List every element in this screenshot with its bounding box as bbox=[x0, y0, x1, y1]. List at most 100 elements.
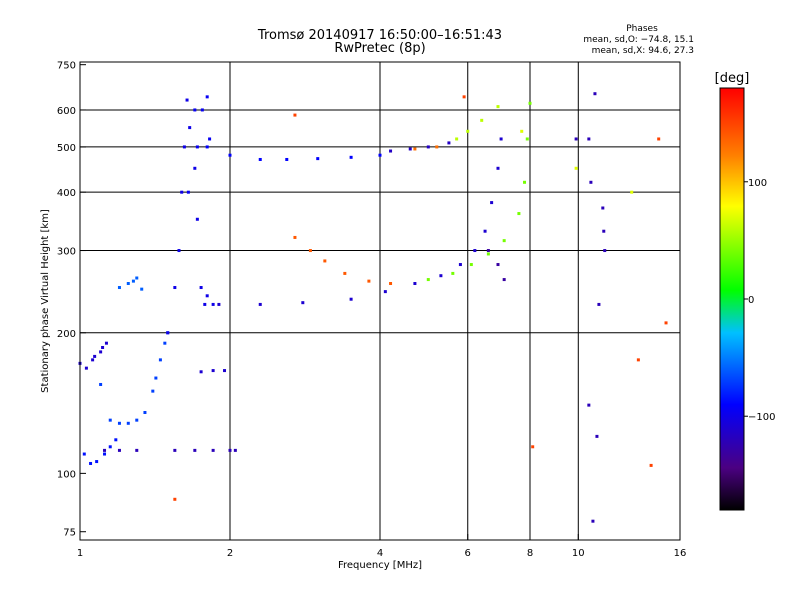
data-point bbox=[114, 438, 118, 442]
data-point bbox=[126, 282, 130, 286]
y-axis-label: Stationary phase Virtual Height [km] bbox=[40, 209, 51, 393]
data-point bbox=[525, 137, 529, 141]
data-point bbox=[587, 137, 591, 141]
data-point bbox=[205, 95, 209, 99]
data-point bbox=[389, 282, 393, 286]
data-point bbox=[517, 212, 521, 216]
data-point bbox=[426, 145, 430, 149]
data-point bbox=[103, 452, 107, 456]
data-point bbox=[502, 278, 506, 282]
data-point bbox=[258, 157, 262, 161]
data-points bbox=[78, 92, 668, 523]
data-point bbox=[413, 282, 417, 286]
x-tick-label: 6 bbox=[465, 548, 471, 559]
data-point bbox=[520, 129, 524, 133]
data-point bbox=[223, 369, 227, 373]
chart-title: Tromsø 20140917 16:50:00–16:51:43 bbox=[257, 28, 502, 43]
data-point bbox=[103, 448, 107, 452]
data-point bbox=[186, 190, 190, 194]
data-point bbox=[233, 448, 237, 452]
data-point bbox=[293, 113, 297, 117]
data-point bbox=[636, 358, 640, 362]
data-point bbox=[200, 108, 204, 112]
data-point bbox=[193, 108, 197, 112]
data-point bbox=[173, 286, 177, 290]
data-point bbox=[203, 302, 207, 306]
data-point bbox=[502, 239, 506, 243]
data-point bbox=[603, 249, 607, 253]
data-point bbox=[591, 519, 595, 523]
data-point bbox=[173, 497, 177, 501]
data-point bbox=[528, 101, 532, 105]
data-point bbox=[140, 287, 144, 291]
data-point bbox=[182, 145, 186, 149]
data-point bbox=[89, 461, 93, 465]
data-point bbox=[466, 129, 470, 133]
colorbar-gradient bbox=[719, 87, 745, 511]
data-point bbox=[490, 201, 494, 205]
data-point bbox=[486, 252, 490, 256]
data-point bbox=[95, 460, 99, 464]
data-point bbox=[205, 294, 209, 298]
y-tick-label: 300 bbox=[57, 247, 76, 258]
data-point bbox=[135, 418, 139, 422]
data-point bbox=[211, 302, 215, 306]
colorbar-label: [deg] bbox=[715, 71, 750, 86]
data-point bbox=[211, 448, 215, 452]
data-point bbox=[131, 279, 135, 283]
data-point bbox=[439, 274, 443, 278]
data-point bbox=[455, 137, 459, 141]
data-point bbox=[195, 217, 199, 221]
data-point bbox=[154, 376, 158, 380]
data-point bbox=[664, 321, 668, 325]
data-point bbox=[469, 263, 473, 267]
x-tick-label: 1 bbox=[77, 548, 83, 559]
data-point bbox=[408, 147, 412, 151]
data-point bbox=[343, 271, 347, 275]
data-point bbox=[574, 137, 578, 141]
data-point bbox=[523, 180, 527, 184]
data-point bbox=[597, 302, 601, 306]
phases-line-o: mean, sd,O: −74.8, 15.1 bbox=[583, 35, 694, 45]
data-point bbox=[180, 190, 184, 194]
data-point bbox=[211, 369, 215, 373]
data-point bbox=[166, 331, 170, 335]
y-tick-label: 400 bbox=[57, 188, 76, 199]
grid bbox=[80, 62, 680, 540]
y-tick-label: 500 bbox=[57, 143, 76, 154]
data-point bbox=[293, 235, 297, 239]
data-point bbox=[199, 370, 203, 374]
data-point bbox=[601, 206, 605, 210]
data-point bbox=[389, 149, 393, 153]
data-point bbox=[117, 448, 121, 452]
data-point bbox=[135, 276, 139, 280]
data-point bbox=[143, 410, 147, 414]
data-point bbox=[285, 157, 289, 161]
data-point bbox=[117, 421, 121, 425]
phases-title: Phases bbox=[626, 24, 658, 34]
data-point bbox=[593, 92, 597, 96]
data-point bbox=[349, 155, 353, 159]
data-point bbox=[93, 354, 97, 358]
data-point bbox=[447, 141, 451, 145]
data-point bbox=[589, 180, 593, 184]
data-point bbox=[499, 137, 503, 141]
data-point bbox=[135, 448, 139, 452]
data-point bbox=[82, 452, 86, 456]
data-point bbox=[426, 278, 430, 282]
data-point bbox=[228, 448, 232, 452]
data-point bbox=[435, 145, 439, 149]
data-point bbox=[108, 445, 112, 449]
phases-line-x: mean, sd,X: 94.6, 27.3 bbox=[592, 46, 694, 56]
data-point bbox=[657, 137, 661, 141]
y-tick-label: 200 bbox=[57, 329, 76, 340]
data-point bbox=[104, 341, 108, 345]
data-point bbox=[649, 463, 653, 467]
data-point bbox=[462, 95, 466, 99]
colorbar-ticks: 100 0 −100 bbox=[744, 178, 775, 423]
data-point bbox=[496, 166, 500, 170]
data-point bbox=[308, 249, 312, 253]
data-point bbox=[587, 403, 591, 407]
x-tick-label: 8 bbox=[527, 548, 533, 559]
data-point bbox=[602, 229, 606, 233]
